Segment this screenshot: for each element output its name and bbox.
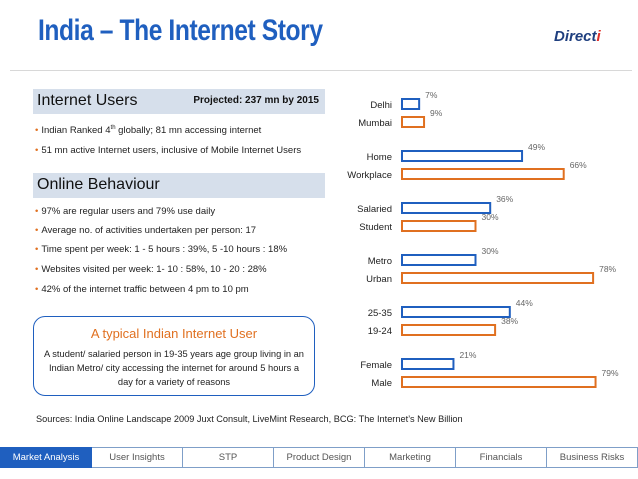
bar-label-workplace: Workplace	[347, 170, 392, 181]
bar-value-workplace: 66%	[570, 160, 587, 170]
bar-metro	[401, 254, 477, 266]
nav-tab-product-design[interactable]: Product Design	[274, 447, 365, 468]
callout-text: A student/ salaried person in 19-35 year…	[44, 349, 304, 387]
bar-value-25-35: 44%	[516, 298, 533, 308]
bar-workplace	[401, 168, 565, 180]
bar-label-metro: Metro	[368, 256, 392, 267]
bar-value-male: 79%	[602, 368, 619, 378]
bar-value-home: 49%	[528, 142, 545, 152]
bar-label-19-24: 19-24	[368, 326, 392, 337]
bar-label-delhi: Delhi	[370, 100, 392, 111]
nav-tab-financials[interactable]: Financials	[456, 447, 547, 468]
nav-tab-market-analysis[interactable]: Market Analysis	[0, 447, 92, 468]
directi-logo: Directi	[554, 28, 601, 45]
bar-value-19-24: 38%	[501, 316, 518, 326]
online-behaviour-bullet-3: • Time spent per week: 1 - 5 hours : 39%,…	[35, 244, 288, 255]
online-behaviour-bullet-5: • 42% of the internet traffic between 4 p…	[35, 284, 249, 295]
bar-label-male: Male	[371, 378, 392, 389]
bar-value-metro: 30%	[482, 246, 499, 256]
bar-student	[401, 220, 477, 232]
page-title: India – The Internet Story	[38, 14, 323, 47]
bar-19-24	[401, 324, 497, 336]
bar-label-25-35: 25-35	[368, 308, 392, 319]
online-behaviour-bullet-4: • Websites visited per week: 1- 10 : 58%,…	[35, 264, 267, 275]
internet-users-heading: Internet Users	[37, 92, 138, 109]
bar-male	[401, 376, 597, 388]
bar-value-delhi: 7%	[425, 90, 438, 100]
nav-tab-marketing[interactable]: Marketing	[365, 447, 456, 468]
bar-25-35	[401, 306, 511, 318]
nav-tab-user-insights[interactable]: User Insights	[92, 447, 183, 468]
bar-value-female: 21%	[459, 350, 476, 360]
bar-value-student: 30%	[482, 212, 499, 222]
title-divider	[10, 70, 632, 71]
bar-home	[401, 150, 524, 162]
bar-label-student: Student	[359, 222, 392, 233]
typical-user-callout: A typical Indian Internet User A student…	[33, 316, 315, 396]
bar-label-mumbai: Mumbai	[358, 118, 392, 129]
bar-mumbai	[401, 116, 426, 128]
internet-users-bullet-2: • 51 mn active Internet users, inclusive …	[35, 145, 302, 156]
bar-label-urban: Urban	[366, 274, 392, 285]
nav-tab-stp[interactable]: STP	[183, 447, 274, 468]
bar-label-salaried: Salaried	[357, 204, 392, 215]
nav-tab-business-risks[interactable]: Business Risks	[547, 447, 638, 468]
internet-usage-bar-chart: Delhi 7% Mumbai 9% Home 49% Workplace 66% Salari…	[347, 90, 619, 389]
online-behaviour-bullet-1: • 97% are regular users and 79% use daily	[35, 206, 216, 217]
bar-salaried	[401, 202, 492, 214]
bar-delhi	[401, 98, 421, 110]
online-behaviour-bullet-2: • Average no. of activities undertaken pe…	[35, 225, 257, 236]
bar-urban	[401, 272, 595, 284]
sources-note: Sources: India Online Landscape 2009 Jux…	[36, 414, 463, 424]
bar-label-female: Female	[360, 360, 392, 371]
bar-value-urban: 78%	[599, 264, 616, 274]
bar-value-salaried: 36%	[496, 194, 513, 204]
bar-female	[401, 358, 455, 370]
projected-label: Projected: 237 mn by 2015	[193, 95, 319, 106]
internet-users-header: Internet Users Projected: 237 mn by 2015	[33, 89, 325, 114]
online-behaviour-heading: Online Behaviour	[37, 176, 160, 193]
online-behaviour-header: Online Behaviour	[33, 173, 325, 198]
bar-value-mumbai: 9%	[430, 108, 443, 118]
internet-users-bullet-1: • Indian Ranked 4th globally; 81 mn acces…	[35, 125, 262, 137]
bar-label-home: Home	[367, 152, 392, 163]
callout-title: A typical Indian Internet User	[90, 326, 258, 341]
section-nav: Market Analysis User Insights STP Product D…	[0, 447, 638, 468]
